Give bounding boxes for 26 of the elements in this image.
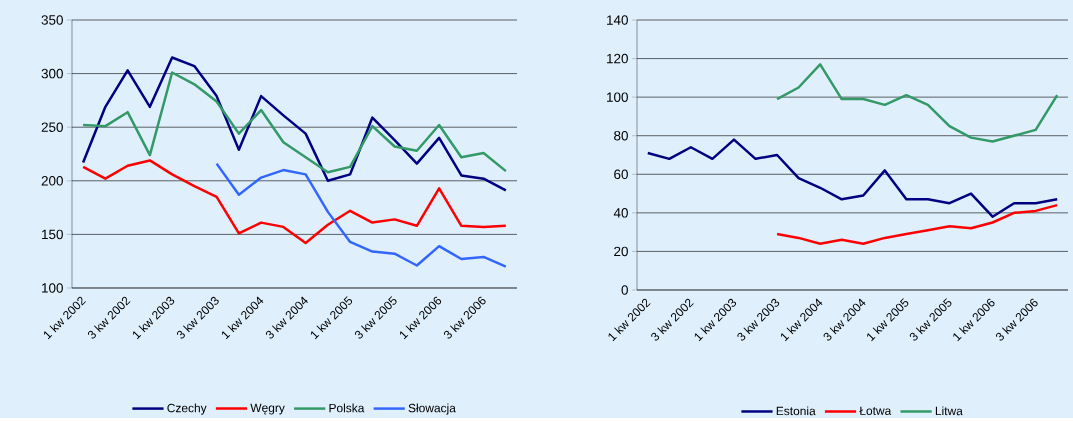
y-tick-label: 0 (621, 285, 628, 295)
legend-label: Czechy (167, 403, 207, 415)
line-series (775, 204, 1059, 246)
y-tick-label: 150 (42, 229, 63, 240)
y-tick-label: 60 (614, 169, 628, 180)
y-tick-label: 20 (614, 246, 628, 257)
legend-label: Węgry (250, 403, 285, 415)
y-tick-label: 100 (42, 283, 63, 293)
line-series (81, 159, 508, 245)
line-series (81, 56, 508, 192)
legend-label: Łotwa (859, 406, 892, 416)
y-tick-label: 40 (613, 208, 628, 218)
y-tick-label: 200 (41, 176, 63, 186)
legend-label: Polska (329, 403, 365, 413)
y-tick-label: 120 (607, 54, 628, 64)
line-series (215, 162, 508, 269)
line-series (646, 138, 1059, 219)
legend-label: Estonia (776, 406, 816, 416)
y-tick-label: 350 (41, 15, 63, 25)
legend-label: Słowacja (408, 403, 456, 415)
y-tick-label: 140 (607, 15, 628, 25)
legend-label: Litwa (935, 406, 963, 416)
y-tick-label: 250 (41, 122, 63, 133)
y-tick-label: 300 (41, 69, 63, 79)
y-tick-label: 80 (614, 131, 628, 141)
y-tick-label: 100 (607, 92, 628, 103)
